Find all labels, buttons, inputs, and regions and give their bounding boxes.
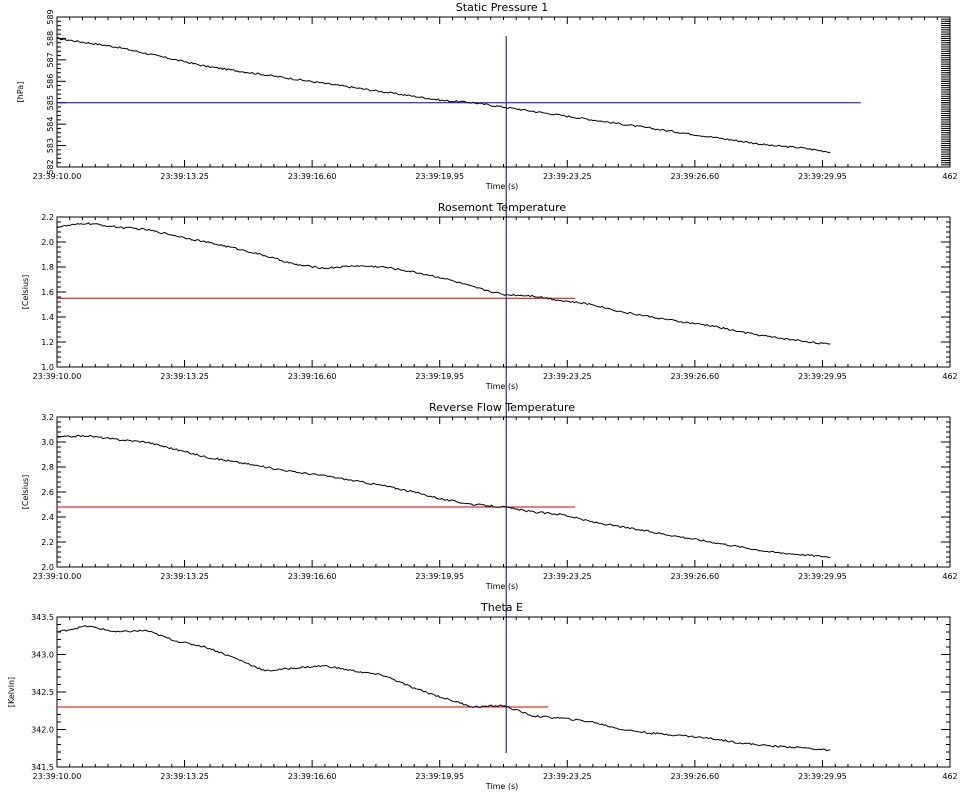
- chart-3-y-tick-label: 3.2: [41, 413, 54, 422]
- chart-2-xlabel: Time (s): [485, 382, 519, 391]
- chart-4-y-tick-labels: 341.5 342.0 342.5 343.0 343.5: [31, 613, 54, 772]
- chart-3-x-tick-label: 23:39:10.00: [33, 572, 82, 581]
- chart-3-y-tick-label: 2.4: [41, 513, 54, 522]
- chart-2-x-tick-label: 23:39:16.60: [288, 372, 337, 381]
- chart-4-x-tick-labels: 23:39:10.00 23:39:13.25 23:39:16.60 23:3…: [33, 772, 958, 781]
- chart-4-x-tick-label: 23:39:23.25: [543, 772, 592, 781]
- chart-2-ylabel: [Celsius]: [21, 275, 30, 310]
- chart-3-x-tick-label: 462: [942, 572, 957, 581]
- chart-2-x-tick-label: 23:39:23.25: [543, 372, 592, 381]
- chart-1-y-tick-label: 589: [46, 9, 55, 24]
- chart-2-ticks: [56, 216, 951, 368]
- chart-3-x-tick-label: 23:39:23.25: [543, 572, 592, 581]
- chart-4-frame: [56, 616, 951, 768]
- chart-3-y-tick-label: 2.6: [41, 488, 54, 497]
- chart-3-y-tick-labels: 2.0 2.2 2.4 2.6 2.8 3.0 3.2: [41, 413, 54, 572]
- chart-4-x-tick-label: 23:39:29.95: [798, 772, 847, 781]
- chart-1: Static Pressure 1 Time (s) [hPa] 23:39:1…: [16, 1, 958, 191]
- chart-2-x-tick-label: 23:39:19.95: [415, 372, 464, 381]
- chart-3-x-tick-label: 23:39:13.25: [160, 572, 209, 581]
- chart-3-y-tick-label: 2.2: [41, 538, 54, 547]
- chart-2-x-tick-label: 23:39:26.60: [671, 372, 720, 381]
- chart-4-y-tick-label: 342.5: [31, 688, 54, 697]
- chart-4-x-tick-label: 23:39:26.60: [671, 772, 720, 781]
- chart-3: Reverse Flow Temperature Time (s) [Celsi…: [21, 401, 958, 591]
- chart-1-xlabel: Time (s): [485, 182, 519, 191]
- chart-3-x-tick-labels: 23:39:10.00 23:39:13.25 23:39:16.60 23:3…: [33, 572, 958, 581]
- chart-3-ylabel: [Celsius]: [21, 475, 30, 510]
- chart-1-y-tick-label: 584: [46, 117, 55, 132]
- chart-3-x-tick-label: 23:39:26.60: [671, 572, 720, 581]
- chart-1-y-tick-label: 588: [46, 31, 55, 46]
- chart-3-frame: [56, 416, 951, 568]
- chart-2-x-tick-labels: 23:39:10.00 23:39:13.25 23:39:16.60 23:3…: [33, 372, 958, 381]
- chart-4-x-tick-label: 23:39:10.00: [33, 772, 82, 781]
- chart-4-y-tick-label: 343.0: [31, 651, 54, 660]
- chart-4-y-tick-label: 343.5: [31, 613, 54, 622]
- chart-3-xlabel: Time (s): [485, 582, 519, 591]
- chart-4-title: Theta E: [480, 601, 523, 614]
- chart-1-y-tick-label: 587: [46, 52, 55, 67]
- chart-1-y-tick-label: 583: [46, 138, 55, 153]
- chart-1-x-tick-label: 23:39:19.95: [415, 172, 464, 181]
- chart-2-y-tick-label: 1.0: [41, 363, 54, 372]
- chart-4-x-tick-label: 23:39:19.95: [415, 772, 464, 781]
- chart-1-x-tick-label: 23:39:23.25: [543, 172, 592, 181]
- chart-1-y-tick-label: 585: [46, 95, 55, 110]
- chart-2-x-tick-label: 23:39:29.95: [798, 372, 847, 381]
- chart-1-x-tick-label: 23:39:13.25: [160, 172, 209, 181]
- chart-3-y-tick-label: 3.0: [41, 438, 54, 447]
- chart-1-x-tick-label: 23:39:16.60: [288, 172, 337, 181]
- chart-4-x-tick-label: 23:39:13.25: [160, 772, 209, 781]
- chart-3-x-tick-label: 23:39:19.95: [415, 572, 464, 581]
- chart-1-x-tick-labels: 23:39:10.00 23:39:13.25 23:39:16.60 23:3…: [33, 172, 958, 181]
- chart-2-x-tick-label: 23:39:10.00: [33, 372, 82, 381]
- chart-1-x-tick-label: 23:39:29.95: [798, 172, 847, 181]
- chart-1-x-tick-label: 23:39:26.60: [671, 172, 720, 181]
- chart-2-title: Rosemont Temperature: [438, 201, 567, 214]
- chart-3-x-tick-label: 23:39:16.60: [288, 572, 337, 581]
- chart-2-x-tick-label: 23:39:13.25: [160, 372, 209, 381]
- chart-2-y-tick-label: 2.2: [41, 213, 54, 222]
- chart-3-title: Reverse Flow Temperature: [429, 401, 575, 414]
- chart-2-y-tick-label: 1.2: [41, 338, 54, 347]
- chart-2-y-tick-labels: 1.0 1.2 1.4 1.6 1.8 2.0 2.2: [41, 213, 54, 372]
- chart-1-x-tick-label: 462: [942, 172, 957, 181]
- chart-1-title: Static Pressure 1: [456, 1, 548, 14]
- chart-3-ticks: [56, 416, 951, 568]
- chart-2: Rosemont Temperature Time (s) [Celsius] …: [21, 201, 958, 391]
- chart-2-x-tick-label: 462: [942, 372, 957, 381]
- chart-4-y-tick-label: 342.0: [31, 726, 54, 735]
- chart-2-y-tick-label: 1.4: [41, 313, 54, 322]
- chart-1-x-tick-label: 23:39:10.00: [33, 172, 82, 181]
- chart-4: Theta E Time (s) [Kelvin] 23:39:10.00 23…: [7, 601, 958, 791]
- chart-1-y-tick-labels: 582 583 584 585 586 587 588 589: [46, 9, 55, 174]
- chart-1-ticks: [56, 16, 951, 168]
- chart-4-y-tick-label: 341.5: [31, 763, 54, 772]
- chart-2-y-tick-label: 1.8: [41, 263, 54, 272]
- chart-3-x-tick-label: 23:39:29.95: [798, 572, 847, 581]
- chart-4-x-tick-label: 23:39:16.60: [288, 772, 337, 781]
- chart-4-series-line: [56, 625, 831, 752]
- chart-2-y-tick-label: 1.6: [41, 288, 54, 297]
- chart-4-ylabel: [Kelvin]: [7, 677, 16, 707]
- chart-3-y-tick-label: 2.8: [41, 463, 54, 472]
- chart-4-x-tick-label: 462: [942, 772, 957, 781]
- chart-1-ylabel: [hPa]: [16, 82, 25, 103]
- chart-1-frame: [56, 16, 951, 168]
- chart-1-series-line: [56, 37, 831, 154]
- chart-2-series-line: [56, 222, 831, 345]
- chart-4-ticks: [56, 616, 951, 768]
- chart-3-y-tick-label: 2.0: [41, 563, 54, 572]
- chart-1-y-tick-label: 582: [46, 159, 55, 174]
- chart-4-xlabel: Time (s): [485, 782, 519, 791]
- chart-3-series-line: [56, 434, 831, 559]
- chart-1-y-tick-label: 586: [46, 74, 55, 89]
- chart-2-y-tick-label: 2.0: [41, 238, 54, 247]
